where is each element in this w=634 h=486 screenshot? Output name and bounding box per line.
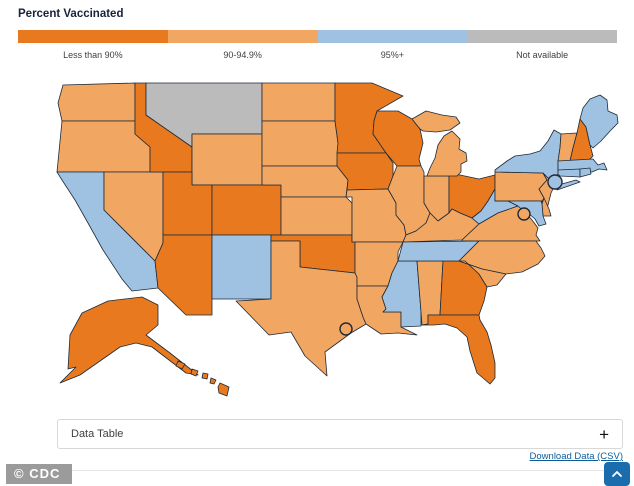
us-map bbox=[56, 82, 619, 397]
page-title: Percent Vaccinated bbox=[18, 8, 124, 20]
legend-label-not-available: Not available bbox=[516, 50, 569, 60]
state-me[interactable] bbox=[579, 94, 619, 149]
state-sd[interactable] bbox=[261, 120, 339, 167]
state-ks[interactable] bbox=[280, 196, 353, 236]
state-ak[interactable] bbox=[59, 296, 199, 384]
legend-label-95: 95%+ bbox=[380, 50, 405, 60]
legend-swatch-90-94-9 bbox=[167, 30, 318, 43]
state-ct[interactable] bbox=[557, 168, 581, 178]
state-nm[interactable] bbox=[211, 234, 272, 300]
state-md[interactable] bbox=[494, 200, 547, 227]
state-mi[interactable] bbox=[411, 110, 468, 177]
footer-divider bbox=[30, 470, 610, 471]
legend-label-90-94-9: 90-94.9% bbox=[223, 50, 262, 60]
state-nd[interactable] bbox=[261, 82, 336, 122]
plus-icon: + bbox=[599, 424, 609, 444]
state-az[interactable] bbox=[154, 234, 213, 316]
state-co[interactable] bbox=[211, 184, 282, 236]
city-marker-district-of-columbia[interactable] bbox=[517, 207, 531, 221]
state-wi[interactable] bbox=[372, 110, 424, 167]
state-fl[interactable] bbox=[421, 314, 496, 385]
legend-label-less-than-90: Less than 90% bbox=[63, 50, 123, 60]
state-wa[interactable] bbox=[57, 82, 136, 122]
cdc-watermark: © CDC bbox=[6, 464, 73, 484]
data-table-accordion[interactable]: Data Table + bbox=[57, 419, 623, 449]
legend-swatch-not-available bbox=[467, 30, 617, 43]
legend-swatch-less-than-90 bbox=[18, 30, 168, 43]
legend-bar bbox=[18, 30, 617, 43]
state-wy[interactable] bbox=[191, 133, 263, 186]
download-csv-link[interactable]: Download Data (CSV) bbox=[529, 451, 623, 462]
city-marker-new-york-city[interactable] bbox=[547, 174, 563, 190]
legend-labels: Less than 90% 90-94.9% 95%+ Not available bbox=[18, 50, 617, 60]
data-table-label: Data Table bbox=[71, 428, 124, 440]
state-hi[interactable] bbox=[175, 360, 230, 397]
state-ri[interactable] bbox=[579, 167, 592, 178]
scroll-top-button[interactable] bbox=[604, 462, 630, 486]
state-de[interactable] bbox=[541, 197, 552, 217]
chevron-up-icon bbox=[612, 471, 622, 477]
legend-swatch-95 bbox=[317, 30, 468, 43]
state-nc[interactable] bbox=[458, 240, 546, 275]
state-pa[interactable] bbox=[494, 171, 548, 202]
city-marker-houston[interactable] bbox=[339, 322, 353, 336]
state-sc[interactable] bbox=[458, 260, 507, 288]
